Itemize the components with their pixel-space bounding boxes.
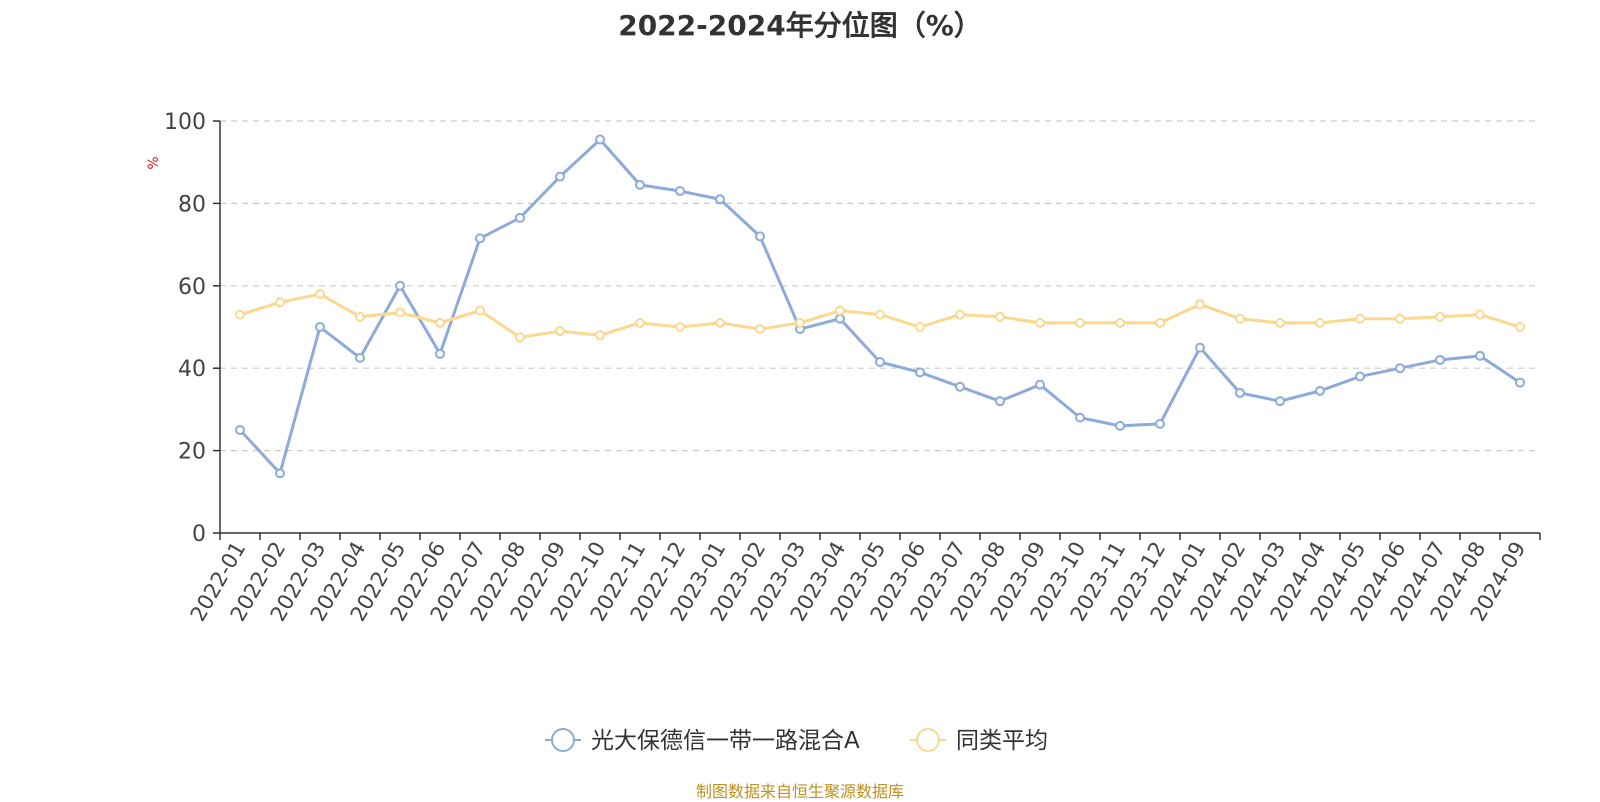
y-tick-label: 80 (178, 192, 206, 217)
data-point (1115, 420, 1125, 431)
data-point (1515, 322, 1525, 332)
x-axis-ticks: 2022-012022-022022-032022-042022-052022-… (186, 533, 1541, 625)
legend-label: 同类平均 (956, 728, 1048, 754)
data-point (435, 348, 445, 359)
y-tick-label: 100 (164, 110, 206, 135)
y-tick-label: 60 (178, 275, 206, 300)
data-point (555, 171, 565, 182)
legend-item-1[interactable]: 光大保德信一带一路混合A (545, 728, 860, 754)
data-point (475, 233, 485, 244)
data-point (995, 396, 1005, 407)
data-point (915, 367, 925, 378)
data-point (755, 324, 765, 335)
y-tick-label: 0 (192, 522, 206, 547)
data-point (1155, 418, 1165, 429)
y-tick-label: 40 (178, 357, 206, 382)
data-point (1035, 317, 1045, 328)
axes (219, 121, 1540, 534)
data-point (1235, 313, 1245, 324)
y-axis-label: % (146, 156, 162, 169)
data-point (1235, 387, 1245, 398)
data-point (355, 352, 365, 363)
grid-lines (220, 120, 1540, 452)
data-point (1435, 354, 1445, 365)
data-point (595, 134, 605, 145)
data-point (395, 307, 405, 318)
data-point (715, 194, 725, 205)
legend-marker (916, 728, 940, 752)
data-point (595, 330, 605, 341)
data-point (235, 425, 245, 435)
data-point (515, 332, 525, 343)
legend-item-2[interactable]: 同类平均 (910, 728, 1048, 754)
data-point (475, 305, 485, 316)
data-point (1075, 317, 1085, 328)
y-axis-ticks: 0 20 40 60 80 100 (164, 110, 220, 547)
data-point (1475, 350, 1485, 361)
data-point (1315, 317, 1325, 328)
legend-marker (551, 728, 575, 752)
data-point (1195, 342, 1205, 353)
data-point (435, 317, 445, 328)
data-point (1515, 377, 1525, 388)
data-point (1395, 313, 1405, 324)
data-point (675, 186, 685, 197)
data-point (1355, 371, 1365, 382)
data-point (675, 322, 685, 332)
data-point (1115, 317, 1125, 328)
data-point (315, 322, 325, 332)
data-point (275, 297, 285, 308)
data-point (315, 289, 325, 300)
data-point (955, 381, 965, 392)
data-point (555, 326, 565, 337)
data-point (1475, 309, 1485, 320)
data-point (1275, 317, 1285, 328)
data-point (1155, 317, 1165, 328)
data-point (1035, 379, 1045, 390)
data-point (915, 322, 925, 332)
series-line-1 (238, 138, 1521, 475)
series-group (235, 134, 1525, 479)
data-point (875, 309, 885, 320)
chart-title: 2022-2024年分位图（%） (618, 9, 982, 42)
data-point (835, 305, 845, 316)
data-point (635, 317, 645, 328)
data-point (235, 309, 245, 320)
data-point (1315, 385, 1325, 396)
data-point (275, 468, 285, 479)
source-note: 制图数据来自恒生聚源数据库 (695, 782, 904, 801)
data-point (1275, 396, 1285, 407)
data-point (715, 317, 725, 328)
data-point (955, 309, 965, 320)
data-point (995, 311, 1005, 322)
data-point (355, 311, 365, 322)
legend[interactable]: 光大保德信一带一路混合A 同类平均 (545, 728, 1048, 754)
data-point (1435, 311, 1445, 322)
data-point (875, 357, 885, 368)
data-point (795, 317, 805, 328)
data-point (1075, 412, 1085, 423)
data-point (755, 231, 765, 242)
data-point (1395, 363, 1405, 374)
data-point (1195, 299, 1205, 310)
data-point (515, 212, 525, 223)
data-point (835, 313, 845, 324)
data-point (635, 179, 645, 190)
y-tick-label: 20 (178, 440, 206, 465)
legend-label: 光大保德信一带一路混合A (591, 728, 860, 754)
data-point (1355, 313, 1365, 324)
data-point (395, 280, 405, 291)
